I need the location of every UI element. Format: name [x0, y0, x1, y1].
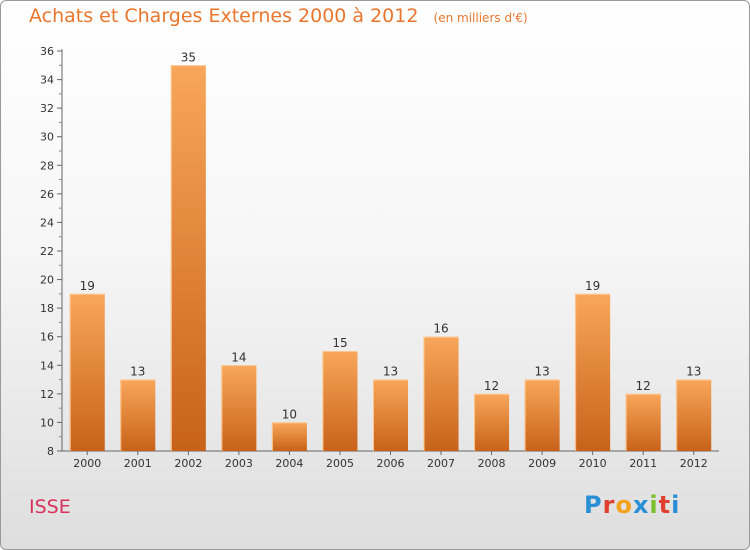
x-tick-label: 2010: [579, 457, 607, 470]
x-tick-label: 2008: [478, 457, 506, 470]
x-tick-label: 2001: [124, 457, 152, 470]
chart-unit-note: (en milliers d'€): [433, 11, 528, 25]
data-label: 10: [282, 407, 297, 421]
logo-letter: i: [671, 491, 681, 519]
data-label: 13: [534, 365, 549, 379]
data-label: 15: [332, 336, 347, 350]
x-tick-label: 2002: [174, 457, 202, 470]
data-label: 13: [383, 365, 398, 379]
x-tick-label: 2011: [629, 457, 657, 470]
logo-letter: P: [584, 491, 603, 519]
x-tick-label: 2000: [73, 457, 101, 470]
x-tick-label: 2012: [680, 457, 708, 470]
chart-labels: 19 2000 13 2001 35 2002 14 2003 10 2004 15 2005 13 20…: [73, 50, 707, 470]
bar: [625, 393, 661, 451]
y-tick-label: 22: [40, 245, 54, 258]
bar: [676, 379, 712, 451]
x-tick-label: 2005: [326, 457, 354, 470]
y-tick-label: 12: [40, 388, 54, 401]
logo-letter: x: [632, 491, 650, 519]
y-tick-label: 36: [40, 45, 54, 58]
bar: [524, 379, 560, 451]
data-label: 19: [585, 279, 600, 293]
y-tick-label: 32: [40, 102, 54, 115]
place-name: ISSE: [29, 496, 71, 518]
bar: [423, 336, 459, 451]
y-tick-label: 10: [40, 416, 54, 429]
logo-letter: r: [602, 491, 616, 519]
data-label: 12: [636, 379, 651, 393]
data-label: 13: [686, 365, 701, 379]
logo-letter: o: [615, 491, 633, 519]
data-label: 35: [181, 50, 196, 64]
y-tick-label: 34: [40, 74, 54, 87]
x-tick-label: 2009: [528, 457, 556, 470]
data-label: 14: [231, 350, 246, 364]
x-tick-label: 2004: [275, 457, 303, 470]
y-tick-label: 26: [40, 188, 54, 201]
y-tick-label: 30: [40, 131, 54, 144]
chart-bars: [69, 65, 712, 452]
data-label: 12: [484, 379, 499, 393]
logo-letter: t: [658, 491, 672, 519]
chart-title: Achats et Charges Externes 2000 à 2012 (…: [29, 5, 528, 27]
data-label: 16: [433, 322, 448, 336]
x-tick-label: 2006: [377, 457, 405, 470]
y-tick-label: 20: [40, 274, 54, 287]
bar: [373, 379, 408, 451]
y-tick-label: 16: [40, 331, 54, 344]
bar: [322, 351, 358, 451]
y-tick-label: 24: [40, 216, 54, 229]
bar: [120, 379, 156, 451]
bar: [575, 293, 611, 451]
y-tick-label: 14: [40, 359, 54, 372]
x-tick-label: 2003: [225, 457, 253, 470]
x-tick-label: 2007: [427, 457, 455, 470]
y-tick-label: 18: [40, 302, 54, 315]
bar: [170, 65, 206, 452]
chart-title-main: Achats et Charges Externes 2000 à 2012: [29, 5, 419, 27]
bar: [69, 293, 105, 451]
y-tick-label: 28: [40, 159, 54, 172]
data-label: 19: [80, 279, 95, 293]
bar: [221, 365, 257, 451]
data-label: 13: [130, 365, 145, 379]
proxiti-logo: Proxiti: [584, 491, 680, 519]
bar: [474, 393, 510, 451]
y-tick-label: 8: [47, 445, 54, 458]
bar: [271, 422, 307, 451]
logo-letter: i: [649, 491, 659, 519]
